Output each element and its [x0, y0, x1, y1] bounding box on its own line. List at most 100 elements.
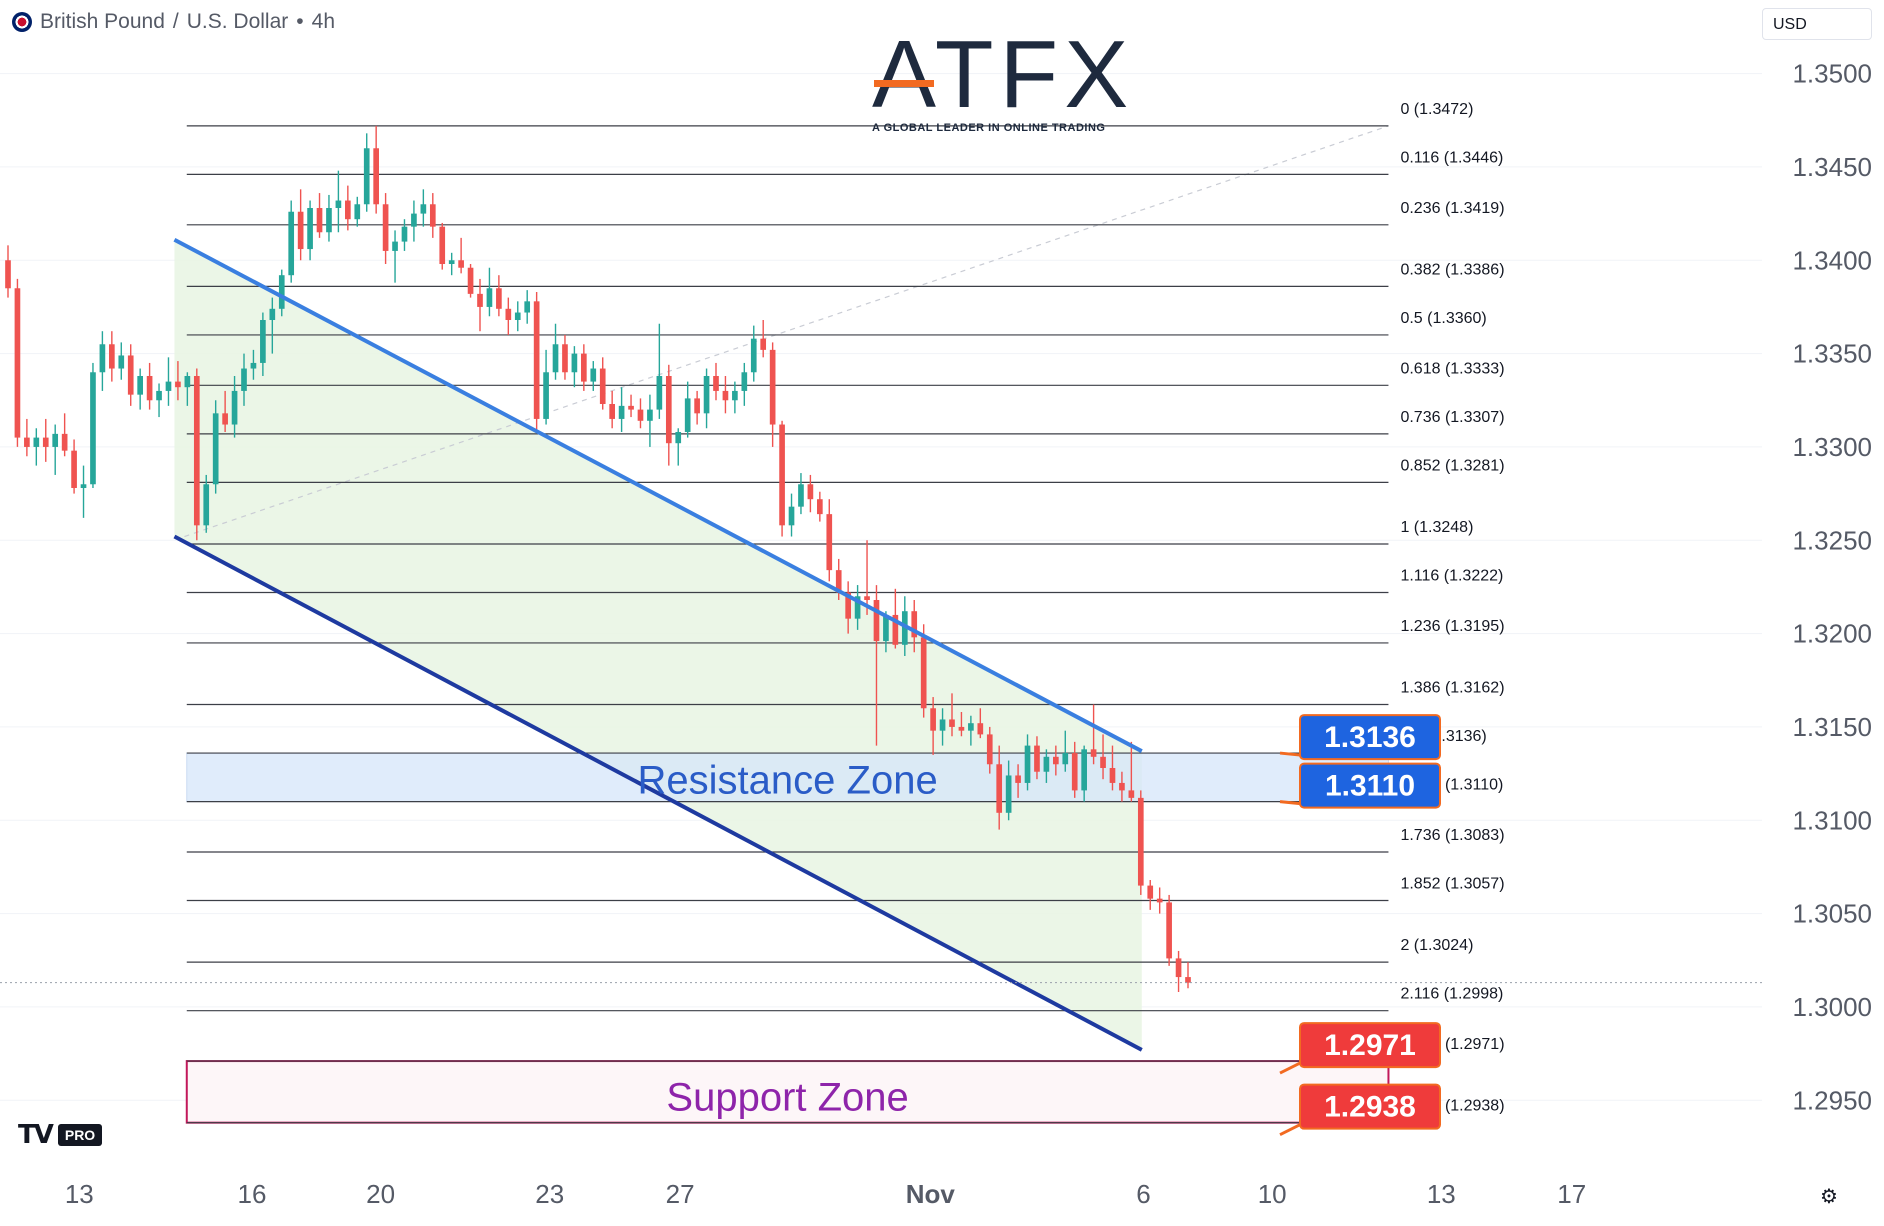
callout-pointer: [1279, 800, 1301, 806]
y-tick-label: 1.3100: [1792, 805, 1872, 835]
resistance-zone-label: Resistance Zone: [638, 759, 938, 803]
candle-body: [939, 719, 946, 731]
fib-level-label: 0.116 (1.3446): [1400, 149, 1503, 166]
candle-body: [817, 499, 823, 515]
y-tick-label: 1.3300: [1792, 432, 1872, 462]
candle-body: [118, 355, 125, 369]
x-tick-label: 27: [666, 1179, 695, 1209]
fib-level-label: 0.618 (1.3333): [1400, 360, 1504, 377]
candle-body: [911, 611, 918, 638]
candle-body: [873, 600, 880, 642]
candle-body: [864, 596, 870, 600]
candle-body: [260, 320, 266, 363]
fib-level-label: 1.116 (1.3222): [1400, 568, 1503, 585]
candle-body: [581, 353, 587, 382]
callout-pointer: [1279, 751, 1301, 757]
candle-body: [514, 312, 521, 320]
candle-body: [949, 719, 955, 727]
candle-body: [599, 368, 606, 404]
candle-body: [543, 372, 549, 419]
candle-body: [222, 413, 228, 425]
candle-body: [835, 570, 842, 593]
fib-trend-line: [184, 125, 1389, 538]
y-tick-label: 1.3500: [1792, 59, 1872, 89]
fib-level-label: 0.382 (1.3386): [1400, 261, 1504, 278]
candle-body: [212, 413, 219, 485]
candle-body: [883, 614, 889, 642]
callout-pointer: [1279, 1123, 1301, 1137]
candle-body: [5, 260, 11, 289]
candle-body: [637, 409, 644, 421]
fib-level-label: 0.852 (1.3281): [1400, 457, 1504, 474]
price-callout-text: 1.2971: [1324, 1029, 1416, 1062]
candle-body: [1062, 753, 1069, 765]
candle-body: [609, 404, 615, 419]
candle-body: [1005, 775, 1012, 813]
candle-body: [1015, 775, 1021, 783]
candle-body: [373, 148, 379, 205]
candle-body: [694, 398, 700, 414]
candle-body: [845, 592, 851, 619]
support-zone: [185, 1060, 1390, 1124]
candle-body: [61, 433, 68, 451]
candle-body: [231, 390, 238, 425]
y-tick-label: 1.2950: [1792, 1085, 1872, 1115]
x-tick-label: 20: [366, 1179, 395, 1209]
callout-pointer: [1279, 1061, 1301, 1075]
candle-body: [345, 200, 351, 220]
candle-body: [665, 376, 672, 444]
candle-body: [779, 424, 785, 526]
quote-name: U.S. Dollar: [186, 10, 289, 33]
candle-body: [505, 308, 512, 320]
fib-level-label: 0.5 (1.3360): [1400, 310, 1486, 327]
candle-body: [590, 368, 597, 382]
candle-body: [968, 723, 974, 731]
y-tick-label: 1.3050: [1792, 899, 1872, 929]
candle-body: [1071, 753, 1078, 791]
fib-level-label: 1.852 (1.3057): [1400, 876, 1504, 893]
candle-body: [1053, 756, 1059, 765]
candle-body: [241, 368, 247, 391]
channel-upper-line: [173, 237, 1143, 753]
interval-dot: •: [296, 10, 304, 33]
candle-body: [429, 204, 436, 227]
candle-body: [1024, 745, 1031, 783]
price-callout: [1299, 1022, 1441, 1069]
candle-body: [354, 204, 361, 220]
candle-body: [326, 208, 332, 233]
candle-body: [420, 204, 427, 214]
settings-gear-icon[interactable]: ⚙: [1820, 1186, 1838, 1208]
x-tick-label: 23: [535, 1179, 564, 1209]
candle-body: [80, 484, 87, 488]
fib-level-label: 0.736 (1.3307): [1400, 409, 1504, 426]
price-callout-text: 1.2938: [1324, 1091, 1416, 1124]
candle-body: [165, 381, 172, 391]
candle-body: [1081, 749, 1087, 791]
x-tick-label: 10: [1258, 1179, 1287, 1209]
fib-level-label: 1.736 (1.3083): [1400, 827, 1504, 844]
candle-body: [571, 353, 578, 373]
price-callout: [1299, 1083, 1441, 1130]
atfx-logo: ATFX A GLOBAL LEADER IN ONLINE TRADING: [872, 27, 1128, 135]
candle-body: [1156, 898, 1163, 903]
candle-body: [628, 405, 634, 410]
candle-body: [71, 450, 77, 488]
currency-selector[interactable]: USD: [1762, 8, 1872, 40]
candle-body: [486, 288, 493, 307]
x-tick-label: 17: [1557, 1179, 1586, 1209]
candle-body: [750, 338, 757, 373]
y-tick-label: 1.3200: [1792, 619, 1872, 649]
candle-body: [156, 390, 162, 401]
symbol-header[interactable]: British Pound / U.S. Dollar • 4h: [12, 10, 335, 34]
x-tick-label: 16: [238, 1179, 267, 1209]
candle-body: [288, 211, 295, 276]
candle-body: [1166, 902, 1172, 959]
candle-body: [496, 288, 502, 309]
candle-body: [675, 432, 682, 444]
candle-body: [618, 405, 625, 419]
candle-body: [920, 637, 927, 709]
candle-body: [175, 381, 181, 388]
candle-body: [703, 376, 710, 414]
tradingview-logo[interactable]: TV PRO: [18, 1120, 103, 1150]
